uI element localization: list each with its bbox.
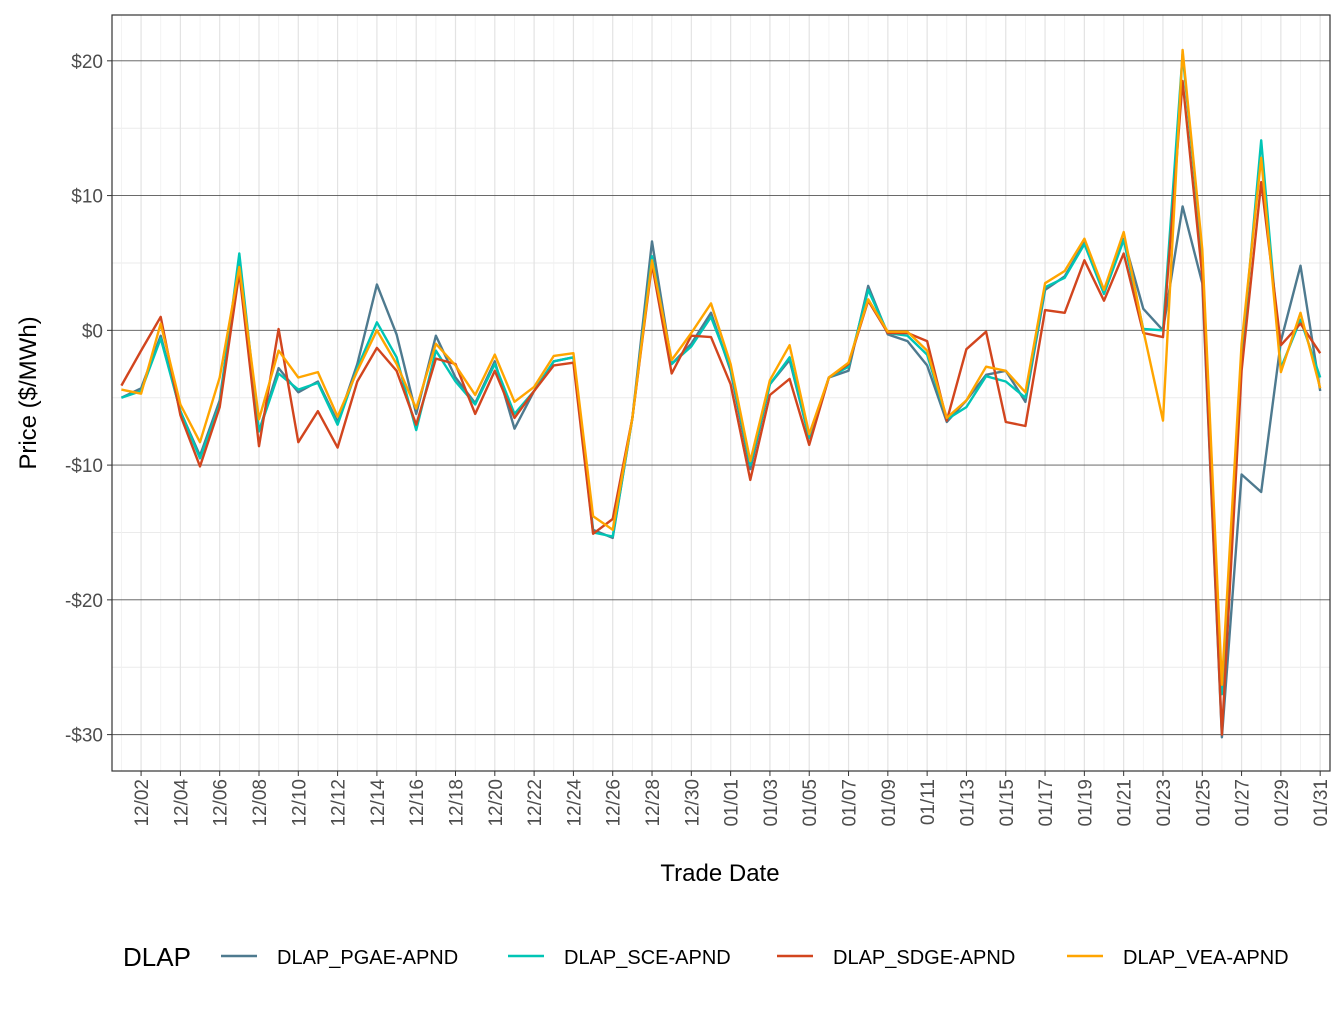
- x-tick-label: 12/26: [604, 779, 625, 827]
- x-tick-label: 12/18: [447, 779, 468, 827]
- legend-label: DLAP_SCE-APND: [564, 947, 731, 969]
- x-tick-label: 01/21: [1115, 779, 1136, 827]
- x-tick-label: 01/03: [761, 779, 782, 827]
- y-tick-label: -$20: [65, 591, 103, 612]
- plot-panel-border: [111, 14, 1331, 772]
- legend-label: DLAP_PGAE-APND: [277, 947, 458, 969]
- x-tick-label: 12/04: [171, 779, 192, 827]
- x-tick-label: 01/27: [1233, 779, 1254, 827]
- y-axis-title: Price ($/MWh): [15, 316, 42, 469]
- x-tick-label: 12/24: [564, 779, 585, 827]
- x-tick-label: 12/30: [682, 779, 703, 827]
- y-tick-label: $20: [71, 52, 103, 73]
- legend-item: DLAP_PGAE-APND: [221, 947, 458, 969]
- legend-label: DLAP_VEA-APND: [1123, 947, 1289, 969]
- y-tick-label: $10: [71, 187, 103, 208]
- x-tick-label: 01/19: [1075, 779, 1096, 827]
- x-tick-label: 01/17: [1036, 779, 1057, 827]
- x-tick-label: 01/11: [918, 779, 939, 825]
- legend-title: DLAP: [123, 942, 191, 972]
- legend-item: DLAP_SCE-APND: [508, 947, 731, 969]
- x-tick-label: 12/06: [211, 779, 232, 827]
- x-tick-label: 01/23: [1154, 779, 1175, 827]
- x-tick-label: 01/31: [1311, 779, 1332, 827]
- x-tick-label: 01/15: [997, 779, 1018, 827]
- x-tick-label: 12/14: [368, 779, 389, 827]
- legend: DLAP DLAP_PGAE-APND DLAP_SCE-APND DLAP_SDG…: [123, 942, 1289, 972]
- x-tick-label: 12/02: [132, 779, 153, 827]
- y-axis: $20 $10 $0 -$10 -$20 -$30: [65, 52, 112, 747]
- x-tick-label: 12/16: [407, 779, 428, 827]
- x-tick-label: 01/07: [840, 779, 861, 827]
- x-tick-label: 01/05: [800, 779, 821, 827]
- x-tick-label: 01/09: [879, 779, 900, 827]
- x-tick-label: 01/13: [957, 779, 978, 827]
- series-lines: [120, 48, 1322, 739]
- x-tick-label: 12/08: [250, 779, 271, 827]
- x-axis-title: Trade Date: [660, 860, 779, 887]
- x-tick-label: 12/10: [289, 779, 310, 827]
- x-tick-label: 12/28: [643, 779, 664, 827]
- legend-label: DLAP_SDGE-APND: [833, 947, 1015, 969]
- series-line-dlap_pgae-apnd: [120, 205, 1322, 739]
- legend-item: DLAP_SDGE-APND: [777, 947, 1015, 969]
- x-tick-label: 12/12: [329, 779, 350, 827]
- y-tick-label: -$30: [65, 726, 103, 747]
- x-axis: 12/02 12/04 12/06 12/08 12/10 12/12 12/14 12/16…: [132, 771, 1332, 827]
- grid-lines: [112, 15, 1330, 771]
- x-tick-label: 01/29: [1272, 779, 1293, 827]
- y-tick-label: -$10: [65, 456, 103, 477]
- x-tick-label: 01/25: [1193, 779, 1214, 827]
- series-line-dlap_vea-apnd: [121, 48, 1322, 686]
- x-tick-label: 12/20: [486, 779, 507, 827]
- x-tick-label: 12/22: [525, 779, 546, 827]
- series-line-dlap_sce-apnd: [121, 52, 1322, 696]
- legend-item: DLAP_VEA-APND: [1067, 947, 1289, 969]
- y-tick-label: $0: [82, 321, 103, 342]
- x-tick-label: 01/01: [722, 779, 743, 827]
- series-line-dlap_sdge-apnd: [120, 79, 1322, 736]
